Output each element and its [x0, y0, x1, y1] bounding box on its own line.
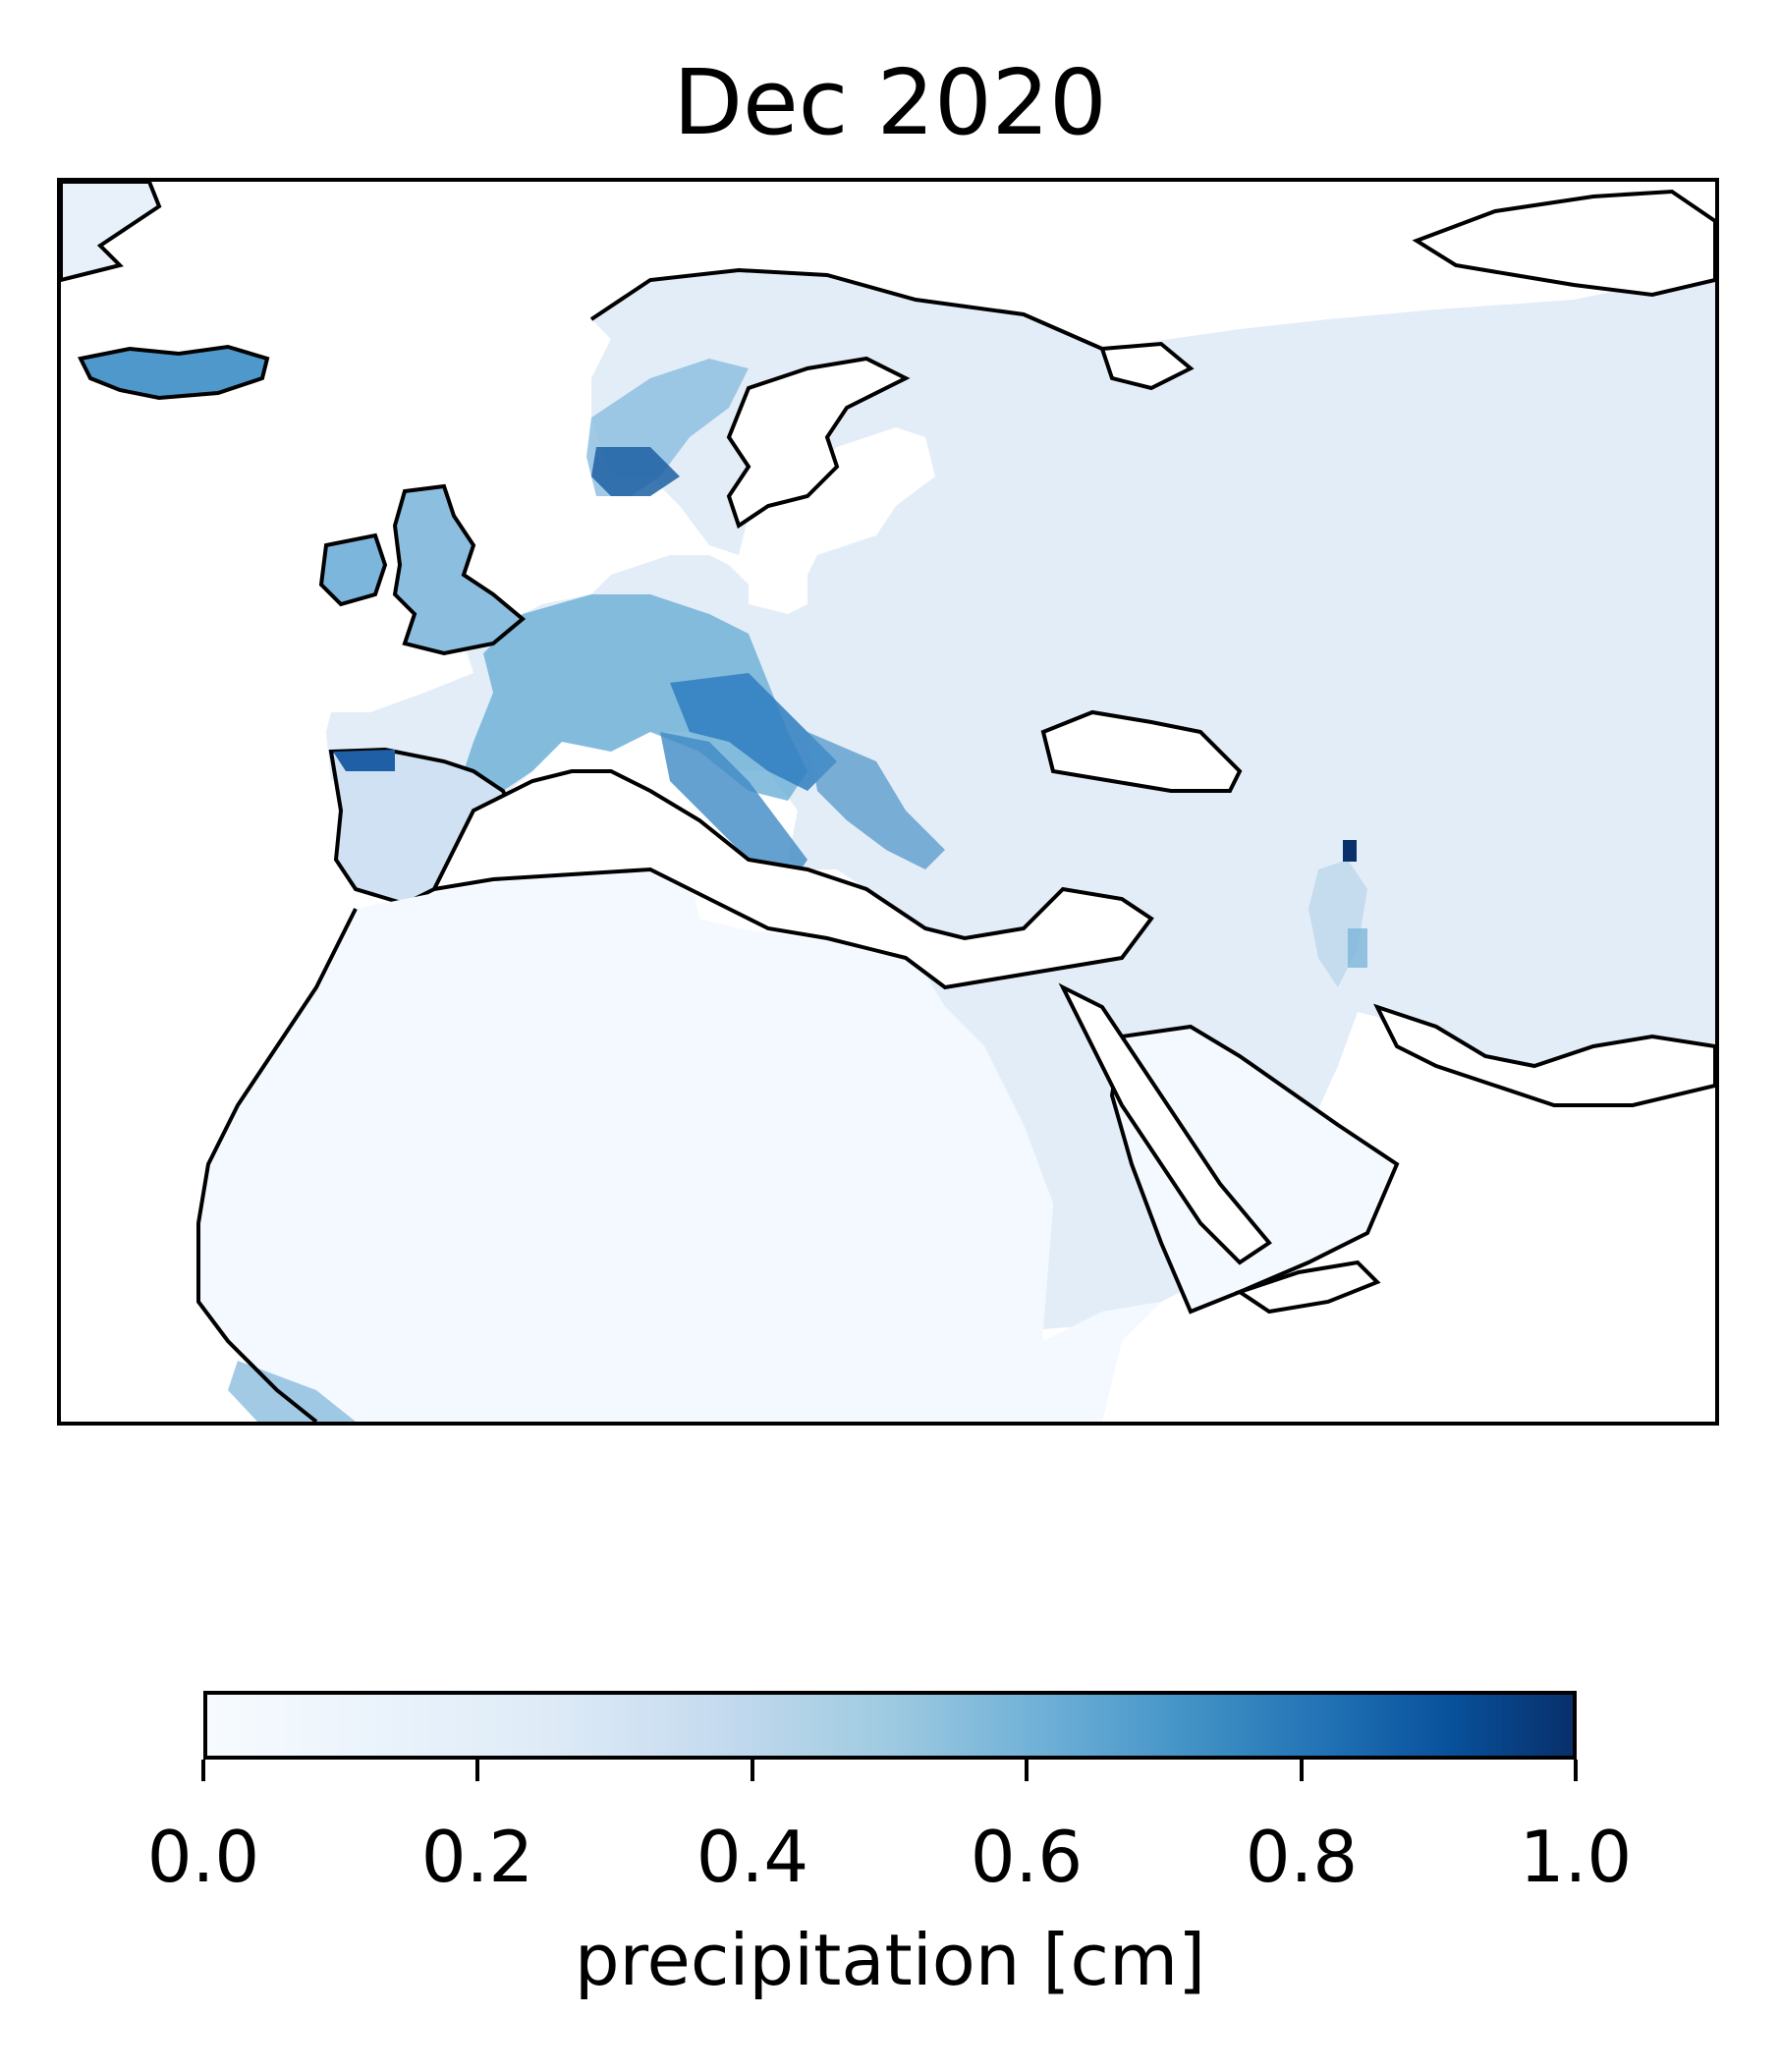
colorbar-tick: [1300, 1760, 1304, 1781]
alps-precip: [670, 673, 837, 791]
caucasus-hotspot: [1343, 840, 1357, 862]
eurasia-land: [326, 260, 1715, 1329]
white-sea: [1099, 341, 1195, 391]
map-title: Dec 2020: [673, 50, 1107, 155]
italy: [660, 732, 807, 889]
north-africa-land: [198, 869, 1161, 1422]
ireland: [318, 532, 388, 607]
colorbar-tick: [751, 1760, 754, 1781]
balkan-precip: [807, 732, 945, 869]
baltic-sea: [726, 356, 911, 530]
colorbar-tick: [1574, 1760, 1578, 1781]
precipitation-map: [61, 182, 1715, 1422]
barents-sea: [1412, 189, 1715, 298]
map-frame: [57, 178, 1719, 1426]
norway-southwest-precip: [591, 447, 680, 496]
west-africa-precip: [228, 1361, 356, 1422]
iceland: [78, 344, 270, 401]
mediterranean-sea: [430, 769, 1154, 990]
colorbar-tick-label: 0.4: [695, 1816, 809, 1898]
africa-coastline: [196, 908, 358, 1422]
colorbar-tick: [475, 1760, 479, 1781]
colorbar-label: precipitation [cm]: [574, 1919, 1206, 2001]
colorbar-tick-label: 0.8: [1245, 1816, 1359, 1898]
arabia-land: [1109, 1024, 1400, 1315]
colorbar-tick: [1025, 1760, 1029, 1781]
persian-gulf: [1373, 1003, 1715, 1107]
iberia-north-precip: [333, 750, 395, 771]
colorbar-tick: [201, 1760, 205, 1781]
colorbar-tick-label: 0.6: [970, 1816, 1084, 1898]
great-britain: [392, 483, 527, 656]
colorbar-tick-label: 1.0: [1519, 1816, 1633, 1898]
colorbar: [203, 1691, 1577, 1760]
colorbar-tick-label: 0.0: [146, 1816, 260, 1898]
colorbar-tick-label: 0.2: [420, 1816, 534, 1898]
atlantic-coastline: [589, 267, 1103, 351]
zagros-precip: [1348, 928, 1367, 968]
greenland-tip: [61, 182, 162, 283]
black-sea: [1040, 709, 1243, 793]
red-sea: [1058, 982, 1272, 1265]
gulf-of-aden: [1235, 1260, 1381, 1315]
